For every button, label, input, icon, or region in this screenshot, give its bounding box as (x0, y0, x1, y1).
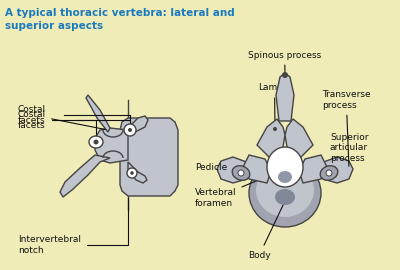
Text: Superior
articular
process: Superior articular process (330, 133, 368, 173)
Polygon shape (285, 119, 313, 159)
Polygon shape (95, 128, 128, 163)
Circle shape (238, 170, 244, 176)
Ellipse shape (275, 189, 295, 205)
Circle shape (326, 170, 332, 176)
Text: Body: Body (248, 204, 284, 259)
Ellipse shape (278, 171, 292, 183)
Text: Lamina: Lamina (258, 83, 291, 126)
Polygon shape (276, 73, 294, 121)
Text: Pedicle: Pedicle (195, 164, 246, 176)
Polygon shape (60, 155, 110, 197)
Polygon shape (299, 155, 327, 183)
Ellipse shape (267, 147, 303, 187)
Text: Costal
facets: Costal facets (18, 110, 96, 139)
Polygon shape (120, 118, 178, 196)
Text: Vertebral
foramen: Vertebral foramen (195, 174, 272, 208)
Polygon shape (128, 162, 147, 183)
Polygon shape (128, 116, 148, 133)
Circle shape (127, 168, 137, 178)
Text: A typical thoracic vertebra: lateral and
superior aspects: A typical thoracic vertebra: lateral and… (5, 8, 235, 31)
Ellipse shape (89, 136, 103, 148)
Polygon shape (217, 157, 253, 183)
Polygon shape (317, 157, 353, 183)
Ellipse shape (320, 166, 338, 180)
Polygon shape (243, 155, 271, 183)
Polygon shape (257, 119, 285, 159)
Circle shape (128, 128, 132, 132)
Text: Transverse
process: Transverse process (322, 90, 371, 166)
Polygon shape (86, 95, 110, 132)
Circle shape (124, 124, 136, 136)
Circle shape (282, 72, 288, 78)
Circle shape (130, 171, 134, 175)
Ellipse shape (232, 166, 250, 180)
Ellipse shape (249, 159, 321, 227)
Circle shape (94, 140, 98, 144)
Text: Spinous process: Spinous process (248, 50, 321, 72)
Circle shape (273, 127, 277, 131)
Text: Costal
facets: Costal facets (18, 105, 105, 129)
Ellipse shape (256, 163, 314, 217)
Text: Intervertebral
notch: Intervertebral notch (18, 198, 128, 255)
